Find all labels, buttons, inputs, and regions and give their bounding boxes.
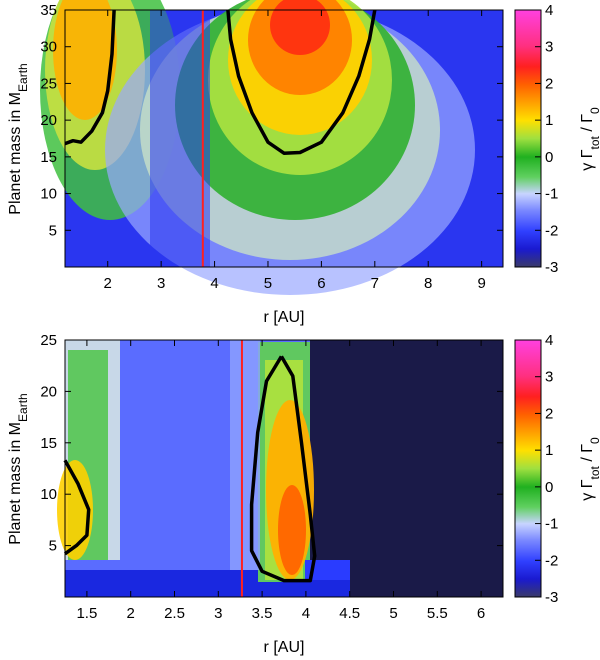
- zero-contour-line: [64, 9, 116, 146]
- colorbar-tick-label: -3: [545, 259, 558, 276]
- y-tick-label: 10: [40, 486, 57, 503]
- colorbar-tick-label: 0: [545, 479, 553, 496]
- y-tick-label: 15: [40, 435, 57, 452]
- x-tick-label: 3.5: [252, 605, 273, 622]
- colorbar-tick-label: 0: [545, 149, 553, 166]
- y-tick-label: 5: [49, 538, 57, 555]
- y-tick-label: 25: [40, 332, 57, 349]
- x-tick-label: 5: [264, 275, 272, 292]
- x-ticks-top: 2 3 4 5 6 7 8 9: [104, 10, 486, 292]
- zero-contours-bottom: [63, 355, 317, 583]
- colorbar-top: [514, 9, 542, 268]
- x-tick-label: 3: [214, 605, 222, 622]
- x-tick-label: 3: [157, 275, 165, 292]
- y-tick-label: 5: [49, 222, 57, 239]
- colorbar-tick-label: -1: [545, 186, 558, 203]
- colorbar-tick-label: 3: [545, 369, 553, 386]
- colorbar-bottom: [514, 339, 542, 598]
- zero-contours-top: [64, 9, 377, 155]
- x-tick-label: 5: [389, 605, 397, 622]
- zero-contour-line: [249, 355, 317, 583]
- colorbar-tick-label: 1: [545, 112, 553, 129]
- x-tick-label: 4: [210, 275, 218, 292]
- colorbar-tick-label: 3: [545, 39, 553, 56]
- colorbar-label-bottom: γ Γtot / Γ0: [579, 437, 600, 501]
- y-ticks-bottom: 5 10 15 20 25: [40, 332, 503, 555]
- colorbar-tick-label: -1: [545, 516, 558, 533]
- colorbar-tick-label: 2: [545, 75, 553, 92]
- colorbar-tick-label: 4: [545, 2, 553, 19]
- y-axis-label-bottom: Planet mass in MEarth: [7, 393, 30, 544]
- y-tick-label: 20: [40, 112, 57, 129]
- y-tick-label: 35: [40, 2, 57, 19]
- heatmap-cells-bottom: [57, 340, 503, 597]
- x-tick-label: 8: [424, 275, 432, 292]
- zero-contour-line: [226, 9, 377, 155]
- x-tick-label: 4: [302, 605, 310, 622]
- colorbar-tick-label: -2: [545, 222, 558, 239]
- colorbar-label-top: γ Γtot / Γ0: [579, 107, 600, 171]
- colorbar-ticks-top: -3 -2 -1 0 1 2 3 4: [535, 2, 558, 276]
- x-tick-label: 6: [477, 605, 485, 622]
- colorbar-tick-label: -3: [545, 589, 558, 606]
- plot-frame-bottom: [64, 339, 504, 598]
- colorbar-tick-label: 4: [545, 332, 553, 349]
- x-axis-label-top: r [AU]: [264, 309, 305, 326]
- x-tick-label: 6: [317, 275, 325, 292]
- y-tick-label: 15: [40, 149, 57, 166]
- y-tick-label: 20: [40, 383, 57, 400]
- zero-contour-line: [63, 459, 91, 556]
- colorbar-tick-label: 1: [545, 442, 553, 459]
- colorbar-tick-label: 2: [545, 405, 553, 422]
- x-axis-label-bottom: r [AU]: [264, 639, 305, 656]
- heatmap-cells-top: [40, 0, 503, 295]
- y-tick-label: 25: [40, 75, 57, 92]
- x-tick-label: 2.5: [164, 605, 185, 622]
- colorbar-ticks-bottom: -3 -2 -1 0 1 2 3 4: [535, 332, 558, 606]
- plot-frame-top: [64, 9, 504, 268]
- x-tick-label: 2: [127, 605, 135, 622]
- x-ticks-bottom: 1.5 2 2.5 3 3.5 4 4.5 5 5.5 6: [76, 340, 485, 622]
- x-tick-label: 4.5: [339, 605, 360, 622]
- y-tick-label: 30: [40, 39, 57, 56]
- x-tick-label: 5.5: [427, 605, 448, 622]
- x-tick-label: 1.5: [76, 605, 97, 622]
- x-tick-label: 2: [104, 275, 112, 292]
- x-tick-label: 9: [477, 275, 485, 292]
- colorbar-tick-label: -2: [545, 552, 558, 569]
- x-tick-label: 7: [371, 275, 379, 292]
- y-axis-label-top: Planet mass in MEarth: [7, 63, 30, 214]
- y-tick-label: 10: [40, 186, 57, 203]
- y-ticks-top: 5 10 15 20 25 30 35: [40, 2, 503, 239]
